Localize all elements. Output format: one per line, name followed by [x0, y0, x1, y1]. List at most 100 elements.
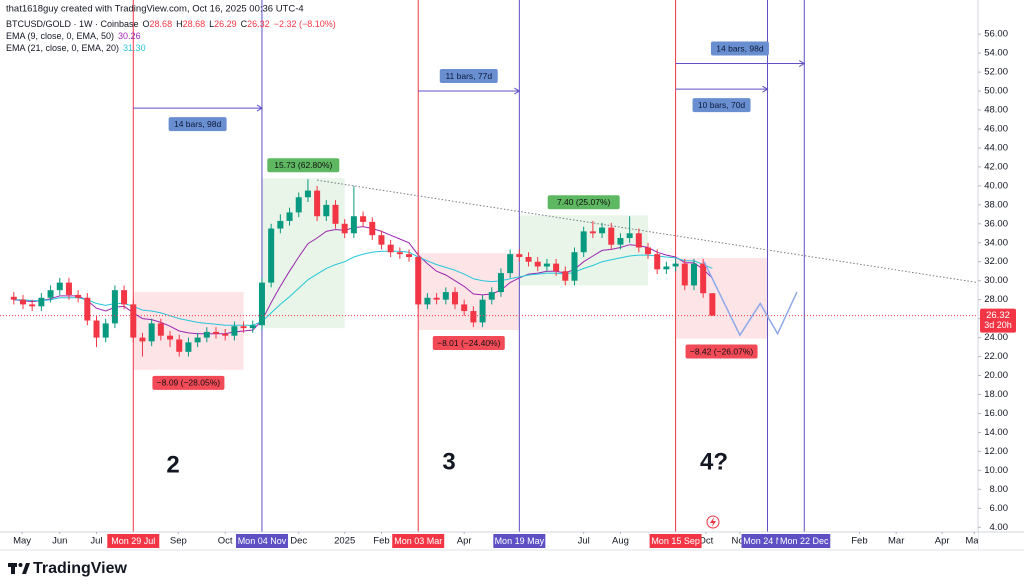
trend-line	[317, 179, 978, 284]
date-range-label-box	[439, 69, 498, 84]
x-marker-box	[392, 534, 445, 548]
candle-body	[461, 304, 468, 312]
candle-body	[240, 326, 247, 329]
range-label-box	[685, 344, 758, 359]
candle-body	[525, 256, 532, 262]
candle-body	[378, 235, 385, 245]
price-tag-label: 26.32	[986, 310, 1010, 321]
logo-part	[22, 563, 30, 574]
candle-body	[553, 263, 560, 272]
candle-body	[608, 227, 615, 245]
arrow-head	[514, 87, 521, 95]
candle-body	[571, 252, 578, 281]
legend-key: C	[241, 19, 248, 29]
x-tick-label: Jul	[90, 536, 102, 547]
candle-body	[589, 231, 596, 234]
y-tick-label: 24.00	[984, 332, 1008, 343]
candle-body	[534, 261, 541, 267]
candle-body	[442, 292, 449, 300]
candle-body	[626, 233, 633, 239]
candle-body	[617, 238, 624, 245]
y-tick-label: 40.00	[984, 180, 1008, 191]
legend-row: BTCUSD/GOLD · 1W · Coinbase O28.68 H28.68 L…	[6, 19, 336, 29]
x-marker-label: Mon 15 Sep	[651, 536, 700, 546]
candle-body	[433, 297, 440, 300]
candle-body	[681, 263, 688, 286]
legend-row: EMA (9, close, 0, EMA, 50) 30.26	[6, 31, 141, 41]
x-tick-label: Apr	[457, 536, 472, 547]
x-marker-box	[778, 534, 831, 548]
range-label: 7.40 (25.07%)	[557, 197, 611, 207]
candle-body	[387, 244, 394, 253]
arrow-head	[799, 60, 806, 67]
x-tick-label: May	[965, 536, 983, 547]
y-tick-label: 48.00	[984, 105, 1008, 116]
ema-line	[13, 250, 713, 326]
candle-body	[516, 254, 523, 257]
footer-brand: TradingView	[33, 560, 128, 577]
wave-label: 3	[442, 448, 455, 475]
y-tick-label: 52.00	[984, 67, 1008, 78]
candle-body	[249, 325, 256, 329]
x-marker-box	[493, 534, 546, 548]
candle-body	[130, 304, 137, 338]
date-range-label: 14 bars, 98d	[716, 43, 764, 53]
candle-body	[709, 293, 716, 316]
range-label: 15.73 (62.80%)	[274, 160, 332, 170]
candle-body	[121, 290, 128, 305]
x-marker-box	[235, 534, 288, 548]
candle-body	[286, 212, 293, 221]
projection-line	[703, 261, 798, 337]
date-range-label-box	[168, 117, 227, 132]
candle-body	[304, 190, 311, 198]
legend-value: 28.68	[183, 19, 206, 29]
candle-body	[350, 216, 357, 234]
header: that1618guy created with TradingView.com…	[6, 4, 304, 15]
legend-name: EMA (21, close, 0, EMA, 20)	[6, 43, 119, 53]
legend-key: L	[209, 19, 214, 29]
x-tick-label: Dec	[290, 536, 307, 547]
legend-value: 26.32	[247, 19, 270, 29]
candle-body	[203, 331, 210, 338]
legend-value: 28.68	[150, 19, 173, 29]
y-tick-label: 4.00	[990, 522, 1009, 533]
date-range-label-box	[710, 41, 769, 56]
range-label-box	[152, 375, 225, 390]
price-axis-bg	[978, 0, 1024, 550]
y-tick-label: 38.00	[984, 199, 1008, 210]
x-tick-label: Jun	[52, 536, 67, 547]
candle-body	[672, 263, 679, 267]
legend-value: 30.26	[118, 31, 141, 41]
logo-part	[18, 563, 23, 567]
candle-body	[507, 254, 514, 274]
x-marker-label: Mon 29 Jul	[111, 536, 155, 546]
event-icon	[706, 515, 720, 529]
candle-body	[690, 263, 697, 286]
candle-body	[323, 204, 330, 217]
legend-name: EMA (9, close, 0, EMA, 50)	[6, 31, 114, 41]
legend-title: BTCUSD/GOLD · 1W · Coinbase	[6, 19, 139, 29]
date-range-label: 14 bars, 98d	[174, 119, 222, 129]
event-icon-bolt	[710, 517, 716, 527]
x-tick-label: Sep	[170, 536, 187, 547]
candle-body	[84, 297, 91, 321]
y-tick-label: 34.00	[984, 237, 1008, 248]
candle-body	[194, 337, 201, 343]
candle-body	[258, 282, 265, 326]
x-marker-label: Mon 03 Mar	[394, 536, 442, 546]
x-marker-box	[107, 534, 160, 548]
candle-body	[332, 204, 339, 224]
x-tick-label: Feb	[851, 536, 867, 547]
x-marker-label: Mon 19 May	[495, 536, 545, 546]
candle-body	[231, 326, 238, 336]
candle-body	[268, 228, 275, 283]
y-tick-label: 28.00	[984, 294, 1008, 305]
candle-body	[222, 333, 229, 336]
y-tick-label: 6.00	[990, 503, 1009, 514]
range-label: −8.42 (−26.07%)	[690, 346, 753, 356]
axes: 4.00 6.00 8.00 10.00 12.00 14.00 16.00 18.00 20.…	[13, 29, 1016, 548]
candle-body	[139, 337, 146, 342]
candle-body	[176, 339, 183, 352]
